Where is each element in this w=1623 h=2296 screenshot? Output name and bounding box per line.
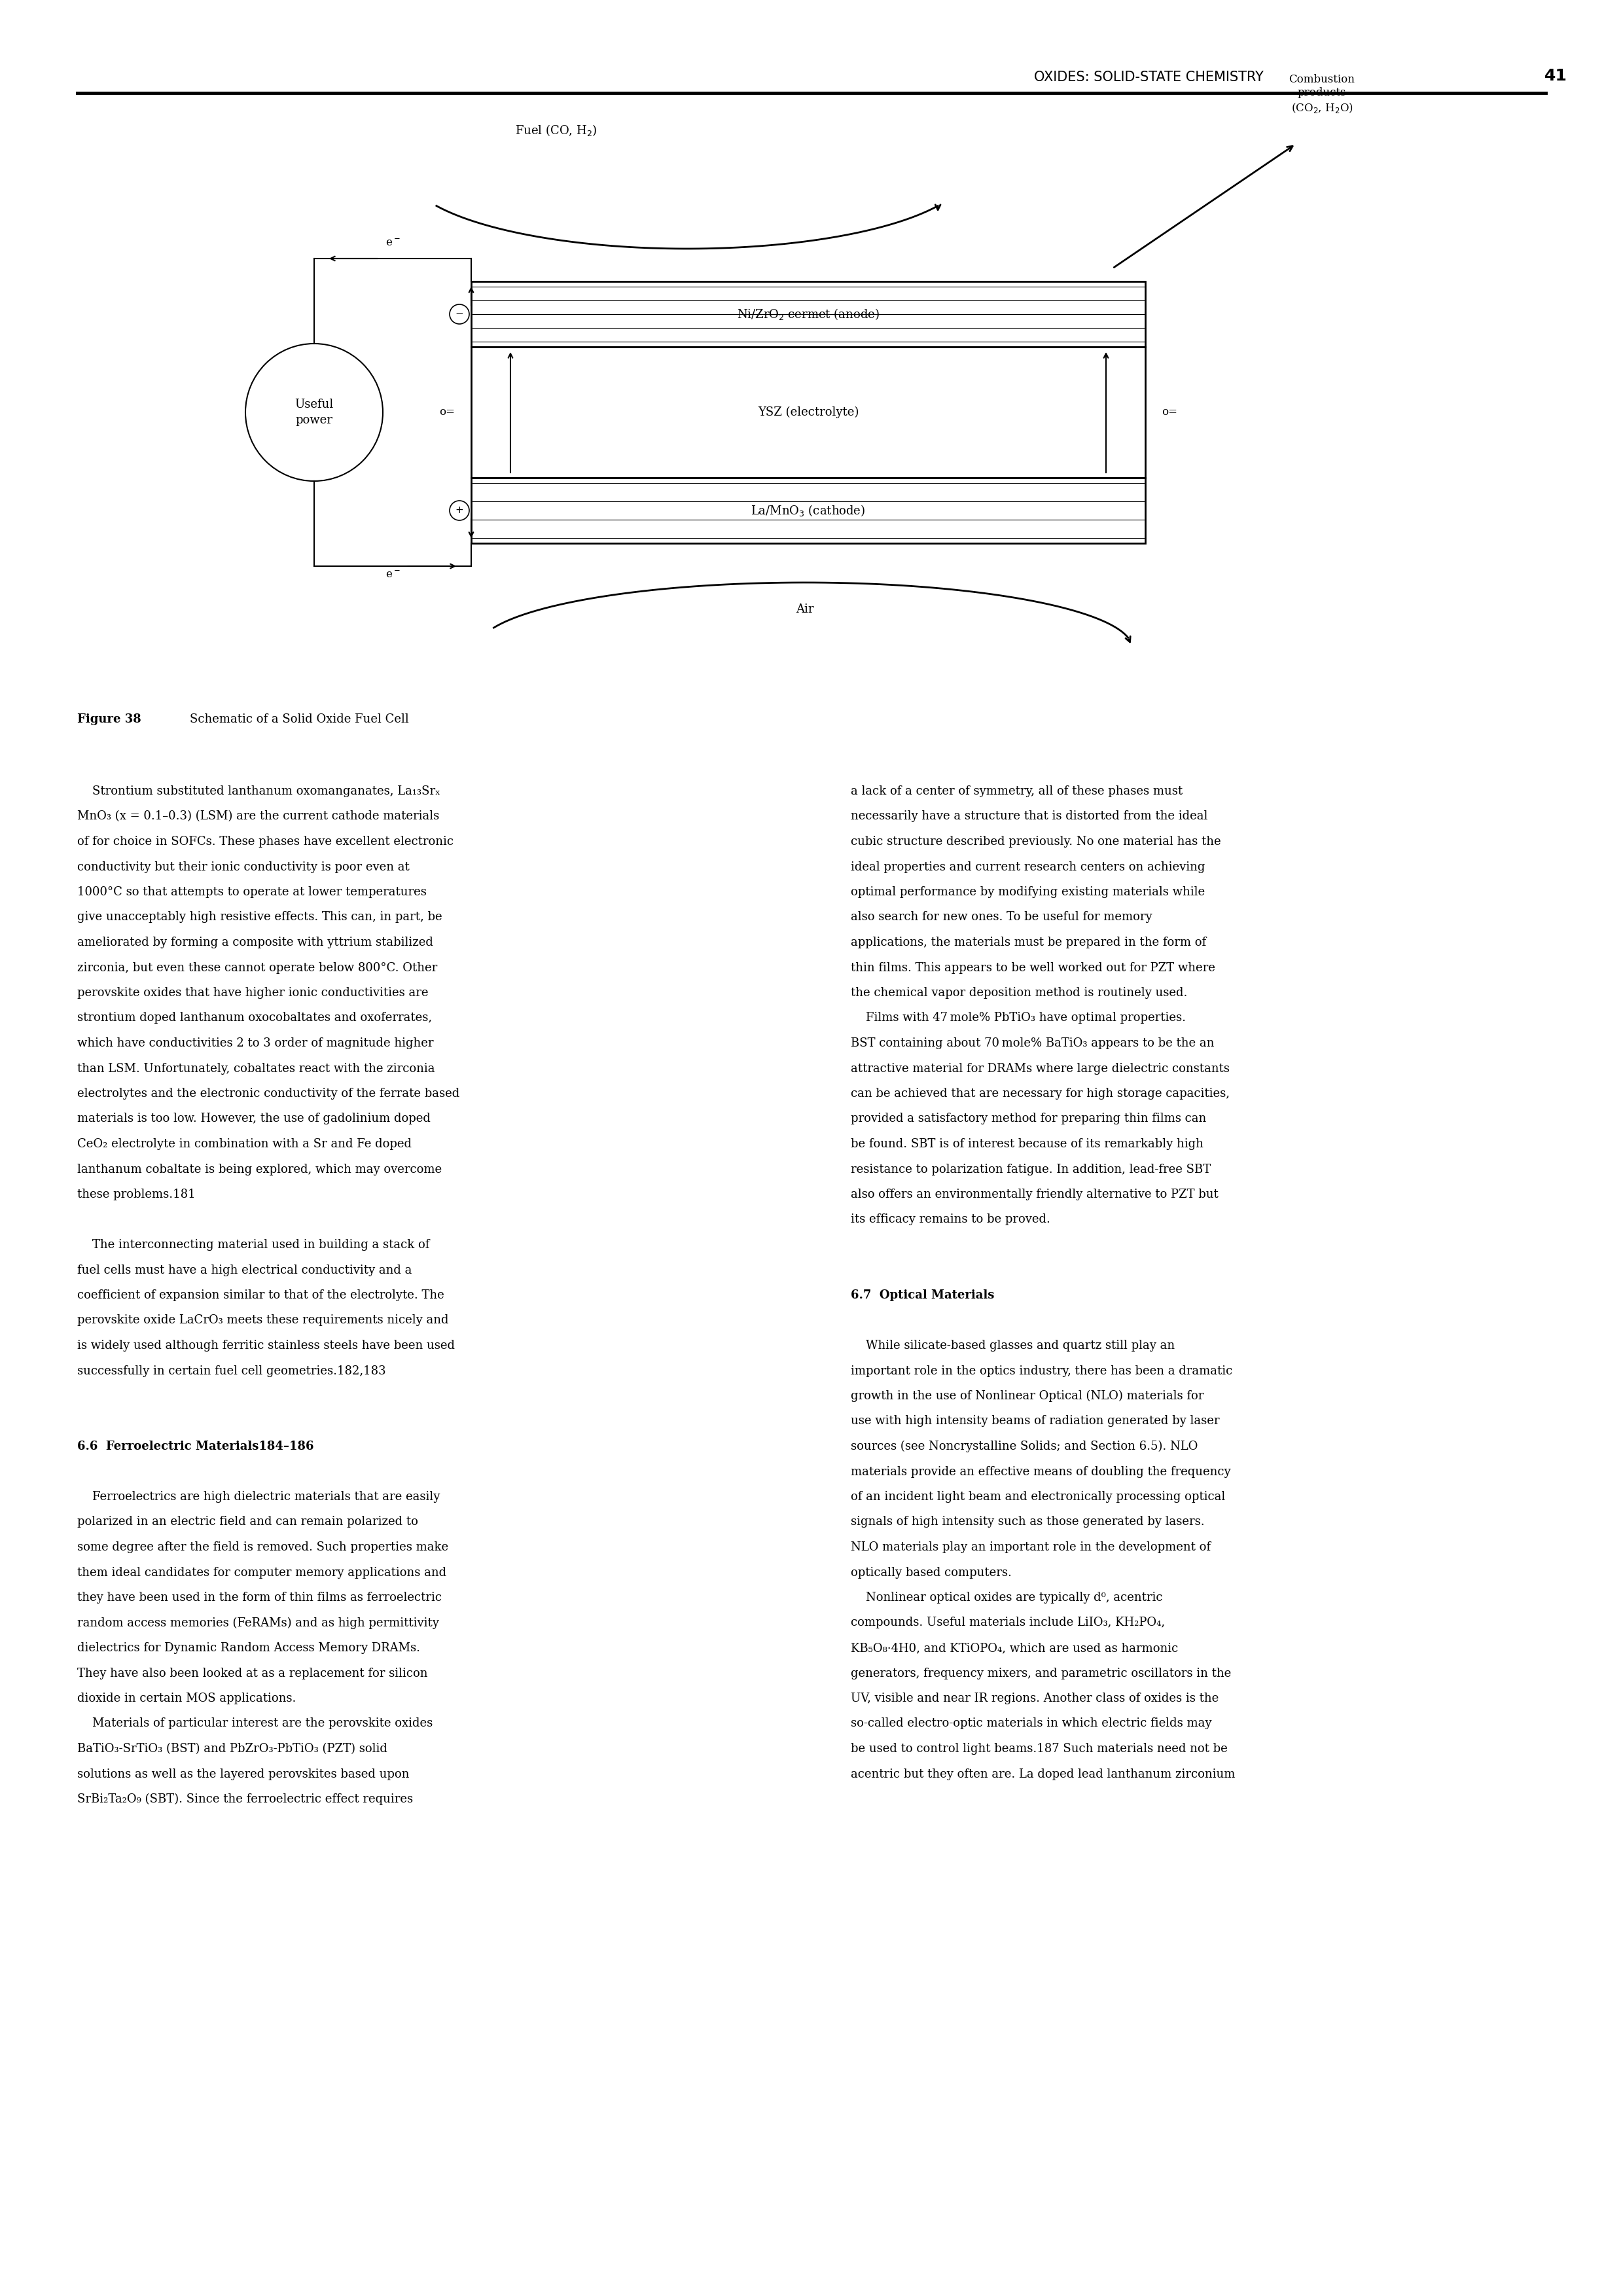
Bar [471,478,1146,544]
Text: is widely used although ferritic stainless steels have been used: is widely used although ferritic stainle… [78,1341,454,1352]
Text: solutions as well as the layered perovskites based upon: solutions as well as the layered perovsk… [78,1768,409,1779]
Text: KB₅O₈·4H0, and KTiOPO₄, which are used as harmonic: KB₅O₈·4H0, and KTiOPO₄, which are used a… [850,1642,1178,1653]
Text: perovskite oxides that have higher ionic conductivities are: perovskite oxides that have higher ionic… [78,987,428,999]
Text: o=: o= [1162,406,1177,418]
Text: Schematic of a Solid Oxide Fuel Cell: Schematic of a Solid Oxide Fuel Cell [190,714,409,726]
Text: perovskite oxide LaCrO₃ meets these requirements nicely and: perovskite oxide LaCrO₃ meets these requ… [78,1316,448,1327]
Text: −: − [454,310,464,319]
Text: generators, frequency mixers, and parametric oscillators in the: generators, frequency mixers, and parame… [850,1667,1232,1678]
Text: the chemical vapor deposition method is routinely used.: the chemical vapor deposition method is … [850,987,1188,999]
Text: random access memories (FeRAMs) and as high permittivity: random access memories (FeRAMs) and as h… [78,1616,440,1628]
Text: optimal performance by modifying existing materials while: optimal performance by modifying existin… [850,886,1204,898]
Text: YSZ (electrolyte): YSZ (electrolyte) [758,406,859,418]
Text: conductivity but their ionic conductivity is poor even at: conductivity but their ionic conductivit… [78,861,409,872]
Text: a lack of a center of symmetry, all of these phases must: a lack of a center of symmetry, all of t… [850,785,1183,797]
Text: use with high intensity beams of radiation generated by laser: use with high intensity beams of radiati… [850,1414,1219,1428]
Text: La/MnO$_3$ (cathode): La/MnO$_3$ (cathode) [751,503,865,517]
Text: While silicate-based glasses and quartz still play an: While silicate-based glasses and quartz … [850,1341,1175,1352]
Text: compounds. Useful materials include LiIO₃, KH₂PO₄,: compounds. Useful materials include LiIO… [850,1616,1165,1628]
Text: strontium doped lanthanum oxocobaltates and oxoferrates,: strontium doped lanthanum oxocobaltates … [78,1013,432,1024]
Text: e$^-$: e$^-$ [385,569,401,581]
Text: attractive material for DRAMs where large dielectric constants: attractive material for DRAMs where larg… [850,1063,1230,1075]
Text: materials is too low. However, the use of gadolinium doped: materials is too low. However, the use o… [78,1114,430,1125]
Text: these problems.181: these problems.181 [78,1189,195,1201]
Text: which have conductivities 2 to 3 order of magnitude higher: which have conductivities 2 to 3 order o… [78,1038,433,1049]
Text: optically based computers.: optically based computers. [850,1566,1011,1577]
Text: Combustion
products
(CO$_2$, H$_2$O): Combustion products (CO$_2$, H$_2$O) [1289,73,1355,115]
Bar [471,347,1146,478]
Text: thin films. This appears to be well worked out for PZT where: thin films. This appears to be well work… [850,962,1216,974]
Text: lanthanum cobaltate is being explored, which may overcome: lanthanum cobaltate is being explored, w… [78,1164,441,1176]
Text: Ferroelectrics are high dielectric materials that are easily: Ferroelectrics are high dielectric mater… [78,1490,440,1504]
Text: OXIDES: SOLID-STATE CHEMISTRY: OXIDES: SOLID-STATE CHEMISTRY [1034,71,1264,83]
Text: SrBi₂Ta₂O₉ (SBT). Since the ferroelectric effect requires: SrBi₂Ta₂O₉ (SBT). Since the ferroelectri… [78,1793,412,1805]
Text: Fuel (CO, H$_2$): Fuel (CO, H$_2$) [514,124,597,138]
Text: acentric but they often are. La doped lead lanthanum zirconium: acentric but they often are. La doped le… [850,1768,1235,1779]
Text: growth in the use of Nonlinear Optical (NLO) materials for: growth in the use of Nonlinear Optical (… [850,1389,1204,1403]
Text: materials provide an effective means of doubling the frequency: materials provide an effective means of … [850,1465,1230,1479]
Text: its efficacy remains to be proved.: its efficacy remains to be proved. [850,1215,1050,1226]
Text: them ideal candidates for computer memory applications and: them ideal candidates for computer memor… [78,1566,446,1577]
Text: Air: Air [795,604,815,615]
Text: They have also been looked at as a replacement for silicon: They have also been looked at as a repla… [78,1667,428,1678]
Text: Films with 47 mole% PbTiO₃ have optimal properties.: Films with 47 mole% PbTiO₃ have optimal … [850,1013,1186,1024]
Text: be found. SBT is of interest because of its remarkably high: be found. SBT is of interest because of … [850,1139,1203,1150]
Text: necessarily have a structure that is distorted from the ideal: necessarily have a structure that is dis… [850,810,1208,822]
Text: fuel cells must have a high electrical conductivity and a: fuel cells must have a high electrical c… [78,1265,412,1277]
Text: of for choice in SOFCs. These phases have excellent electronic: of for choice in SOFCs. These phases hav… [78,836,453,847]
Text: ideal properties and current research centers on achieving: ideal properties and current research ce… [850,861,1204,872]
Text: dioxide in certain MOS applications.: dioxide in certain MOS applications. [78,1692,295,1704]
Text: ameliorated by forming a composite with yttrium stabilized: ameliorated by forming a composite with … [78,937,433,948]
Text: important role in the optics industry, there has been a dramatic: important role in the optics industry, t… [850,1364,1232,1378]
Text: successfully in certain fuel cell geometries.182,183: successfully in certain fuel cell geomet… [78,1364,386,1378]
Text: signals of high intensity such as those generated by lasers.: signals of high intensity such as those … [850,1515,1204,1527]
Text: NLO materials play an important role in the development of: NLO materials play an important role in … [850,1541,1211,1552]
Text: dielectrics for Dynamic Random Access Memory DRAMs.: dielectrics for Dynamic Random Access Me… [78,1642,420,1653]
Circle shape [450,305,469,324]
Text: BaTiO₃-SrTiO₃ (BST) and PbZrO₃-PbTiO₃ (PZT) solid: BaTiO₃-SrTiO₃ (BST) and PbZrO₃-PbTiO₃ (P… [78,1743,388,1754]
Circle shape [450,501,469,521]
Text: e$^-$: e$^-$ [385,236,401,248]
Text: coefficient of expansion similar to that of the electrolyte. The: coefficient of expansion similar to that… [78,1290,445,1302]
Text: be used to control light beams.187 Such materials need not be: be used to control light beams.187 Such … [850,1743,1227,1754]
Text: Strontium substituted lanthanum oxomanganates, La₁₃Srₓ: Strontium substituted lanthanum oxomanga… [78,785,440,797]
Text: 6.7  Optical Materials: 6.7 Optical Materials [850,1290,995,1302]
Bar [471,282,1146,347]
Text: Nonlinear optical oxides are typically d⁰, acentric: Nonlinear optical oxides are typically d… [850,1591,1162,1603]
Text: zirconia, but even these cannot operate below 800°C. Other: zirconia, but even these cannot operate … [78,962,437,974]
Text: Materials of particular interest are the perovskite oxides: Materials of particular interest are the… [78,1717,433,1729]
Text: provided a satisfactory method for preparing thin films can: provided a satisfactory method for prepa… [850,1114,1206,1125]
Text: MnO₃ (x = 0.1–0.3) (LSM) are the current cathode materials: MnO₃ (x = 0.1–0.3) (LSM) are the current… [78,810,440,822]
Text: 1000°C so that attempts to operate at lower temperatures: 1000°C so that attempts to operate at lo… [78,886,427,898]
Text: electrolytes and the electronic conductivity of the ferrate based: electrolytes and the electronic conducti… [78,1088,459,1100]
Text: sources (see Noncrystalline Solids; and Section 6.5). NLO: sources (see Noncrystalline Solids; and … [850,1440,1198,1453]
Text: o=: o= [440,406,454,418]
Text: CeO₂ electrolyte in combination with a Sr and Fe doped: CeO₂ electrolyte in combination with a S… [78,1139,412,1150]
Text: cubic structure described previously. No one material has the: cubic structure described previously. No… [850,836,1220,847]
Text: UV, visible and near IR regions. Another class of oxides is the: UV, visible and near IR regions. Another… [850,1692,1219,1704]
Text: also search for new ones. To be useful for memory: also search for new ones. To be useful f… [850,912,1152,923]
Text: 6.6  Ferroelectric Materials184–186: 6.6 Ferroelectric Materials184–186 [78,1440,313,1453]
Text: they have been used in the form of thin films as ferroelectric: they have been used in the form of thin … [78,1591,441,1603]
Text: give unacceptably high resistive effects. This can, in part, be: give unacceptably high resistive effects… [78,912,441,923]
Text: also offers an environmentally friendly alternative to PZT but: also offers an environmentally friendly … [850,1189,1219,1201]
Text: than LSM. Unfortunately, cobaltates react with the zirconia: than LSM. Unfortunately, cobaltates reac… [78,1063,435,1075]
Circle shape [245,344,383,482]
Text: of an incident light beam and electronically processing optical: of an incident light beam and electronic… [850,1490,1225,1504]
Text: can be achieved that are necessary for high storage capacities,: can be achieved that are necessary for h… [850,1088,1230,1100]
Text: Figure 38: Figure 38 [78,714,141,726]
Text: so-called electro-optic materials in which electric fields may: so-called electro-optic materials in whi… [850,1717,1212,1729]
Text: Ni/ZrO$_2$ cermet (anode): Ni/ZrO$_2$ cermet (anode) [737,308,880,321]
Text: Useful
power: Useful power [295,400,333,427]
Text: BST containing about 70 mole% BaTiO₃ appears to be the an: BST containing about 70 mole% BaTiO₃ app… [850,1038,1214,1049]
Text: resistance to polarization fatigue. In addition, lead-free SBT: resistance to polarization fatigue. In a… [850,1164,1211,1176]
Text: polarized in an electric field and can remain polarized to: polarized in an electric field and can r… [78,1515,419,1527]
Text: some degree after the field is removed. Such properties make: some degree after the field is removed. … [78,1541,448,1552]
Text: 41: 41 [1545,69,1568,83]
Text: applications, the materials must be prepared in the form of: applications, the materials must be prep… [850,937,1206,948]
Text: +: + [454,505,464,514]
Text: The interconnecting material used in building a stack of: The interconnecting material used in bui… [78,1240,430,1251]
